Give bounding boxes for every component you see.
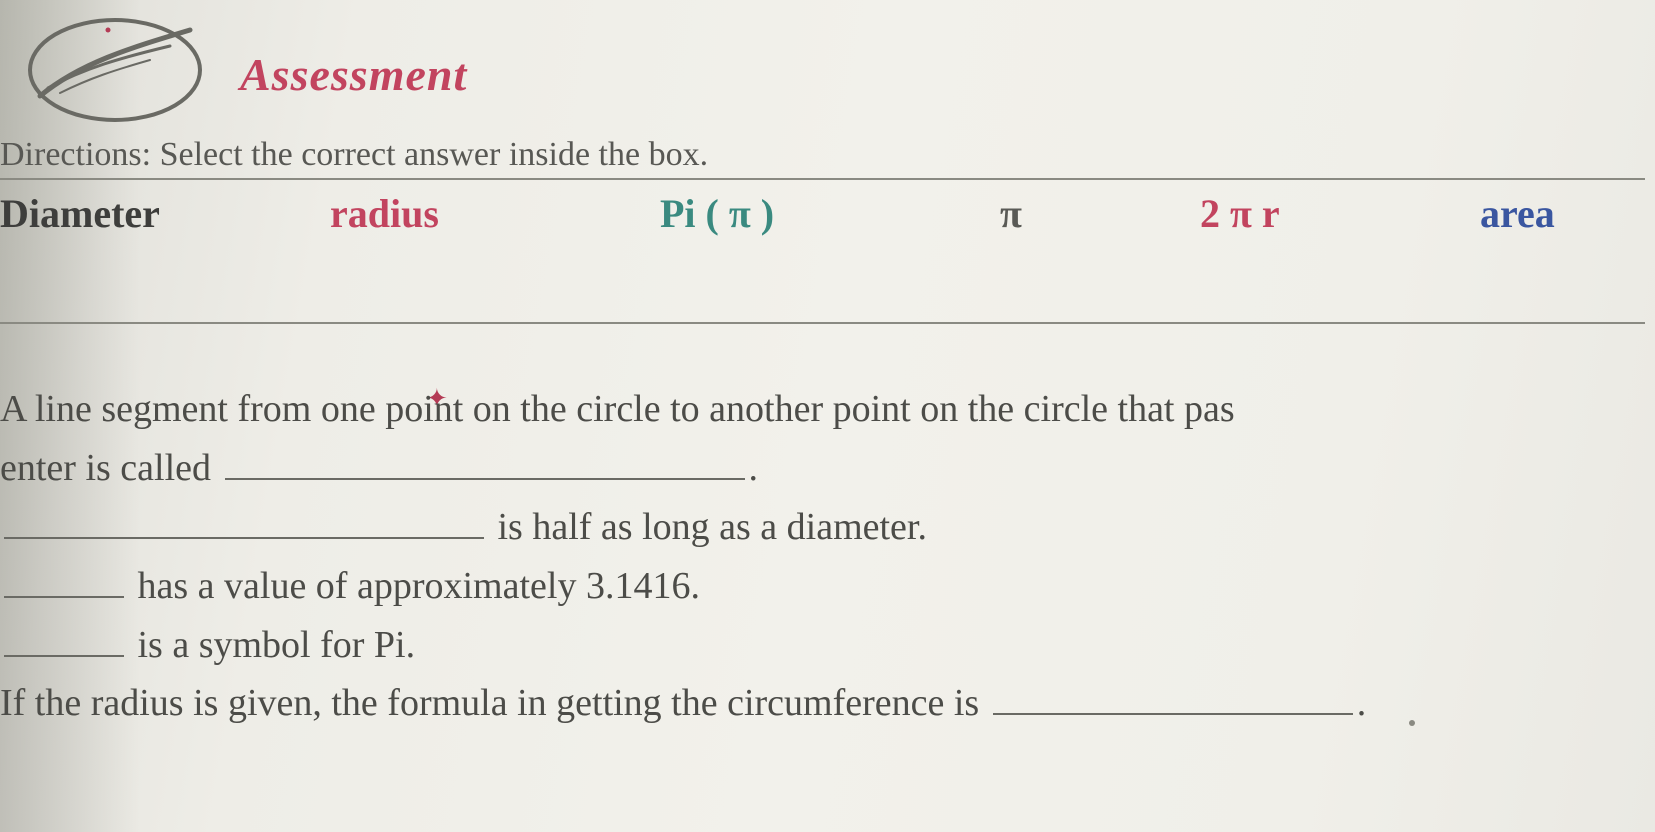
option-pi-symbol[interactable]: π [1000, 190, 1022, 237]
rule-bottom [0, 322, 1645, 324]
q3-text: has a value of approximately 3.1416. [128, 565, 700, 607]
directions-text: Select the correct answer inside the box… [160, 136, 709, 173]
q5-blank[interactable] [993, 675, 1353, 715]
q3-blank[interactable] [4, 558, 124, 598]
q1-period: . [749, 447, 759, 489]
q1-blank[interactable] [225, 440, 745, 480]
questions-block: A line segment from one point on the cir… [0, 380, 1655, 733]
rule-top [0, 178, 1645, 180]
q3-line: has a value of approximately 3.1416. [0, 557, 1655, 616]
q5-period: . [1357, 682, 1367, 724]
option-2-pi-r[interactable]: 2 π r [1200, 190, 1280, 237]
answer-box: Diameter radius Pi ( π ) π 2 π r area [0, 190, 1655, 246]
option-diameter[interactable]: Diameter [0, 190, 160, 237]
paper-speck-icon [1409, 720, 1415, 726]
q4-line: is a symbol for Pi. [0, 616, 1655, 675]
quill-icon [20, 8, 210, 128]
directions-line: Directions: Select the correct answer in… [0, 136, 708, 174]
option-pi-word[interactable]: Pi ( π ) [660, 190, 774, 237]
option-radius[interactable]: radius [330, 190, 439, 237]
q2-blank[interactable] [4, 499, 484, 539]
assessment-title: Assessment [240, 48, 467, 101]
q2-line: is half as long as a diameter. [0, 498, 1655, 557]
q1-text-b: enter is called [0, 447, 211, 489]
option-area[interactable]: area [1480, 190, 1555, 237]
q5-text: If the radius is given, the formula in g… [0, 682, 989, 724]
q4-blank[interactable] [4, 617, 124, 657]
q4-text: is a symbol for Pi. [128, 624, 415, 666]
q1-line1: A line segment from one point on the cir… [0, 380, 1655, 439]
q5-line: If the radius is given, the formula in g… [0, 674, 1655, 733]
q1-line2: enter is called . [0, 439, 1655, 498]
q1-text-a: A line segment from one point on the cir… [0, 388, 1235, 430]
quill-logo [20, 8, 210, 128]
worksheet-page: Assessment Directions: Select the correc… [0, 0, 1655, 832]
q2-text: is half as long as a diameter. [488, 506, 927, 548]
directions-label: Directions: [0, 136, 151, 173]
